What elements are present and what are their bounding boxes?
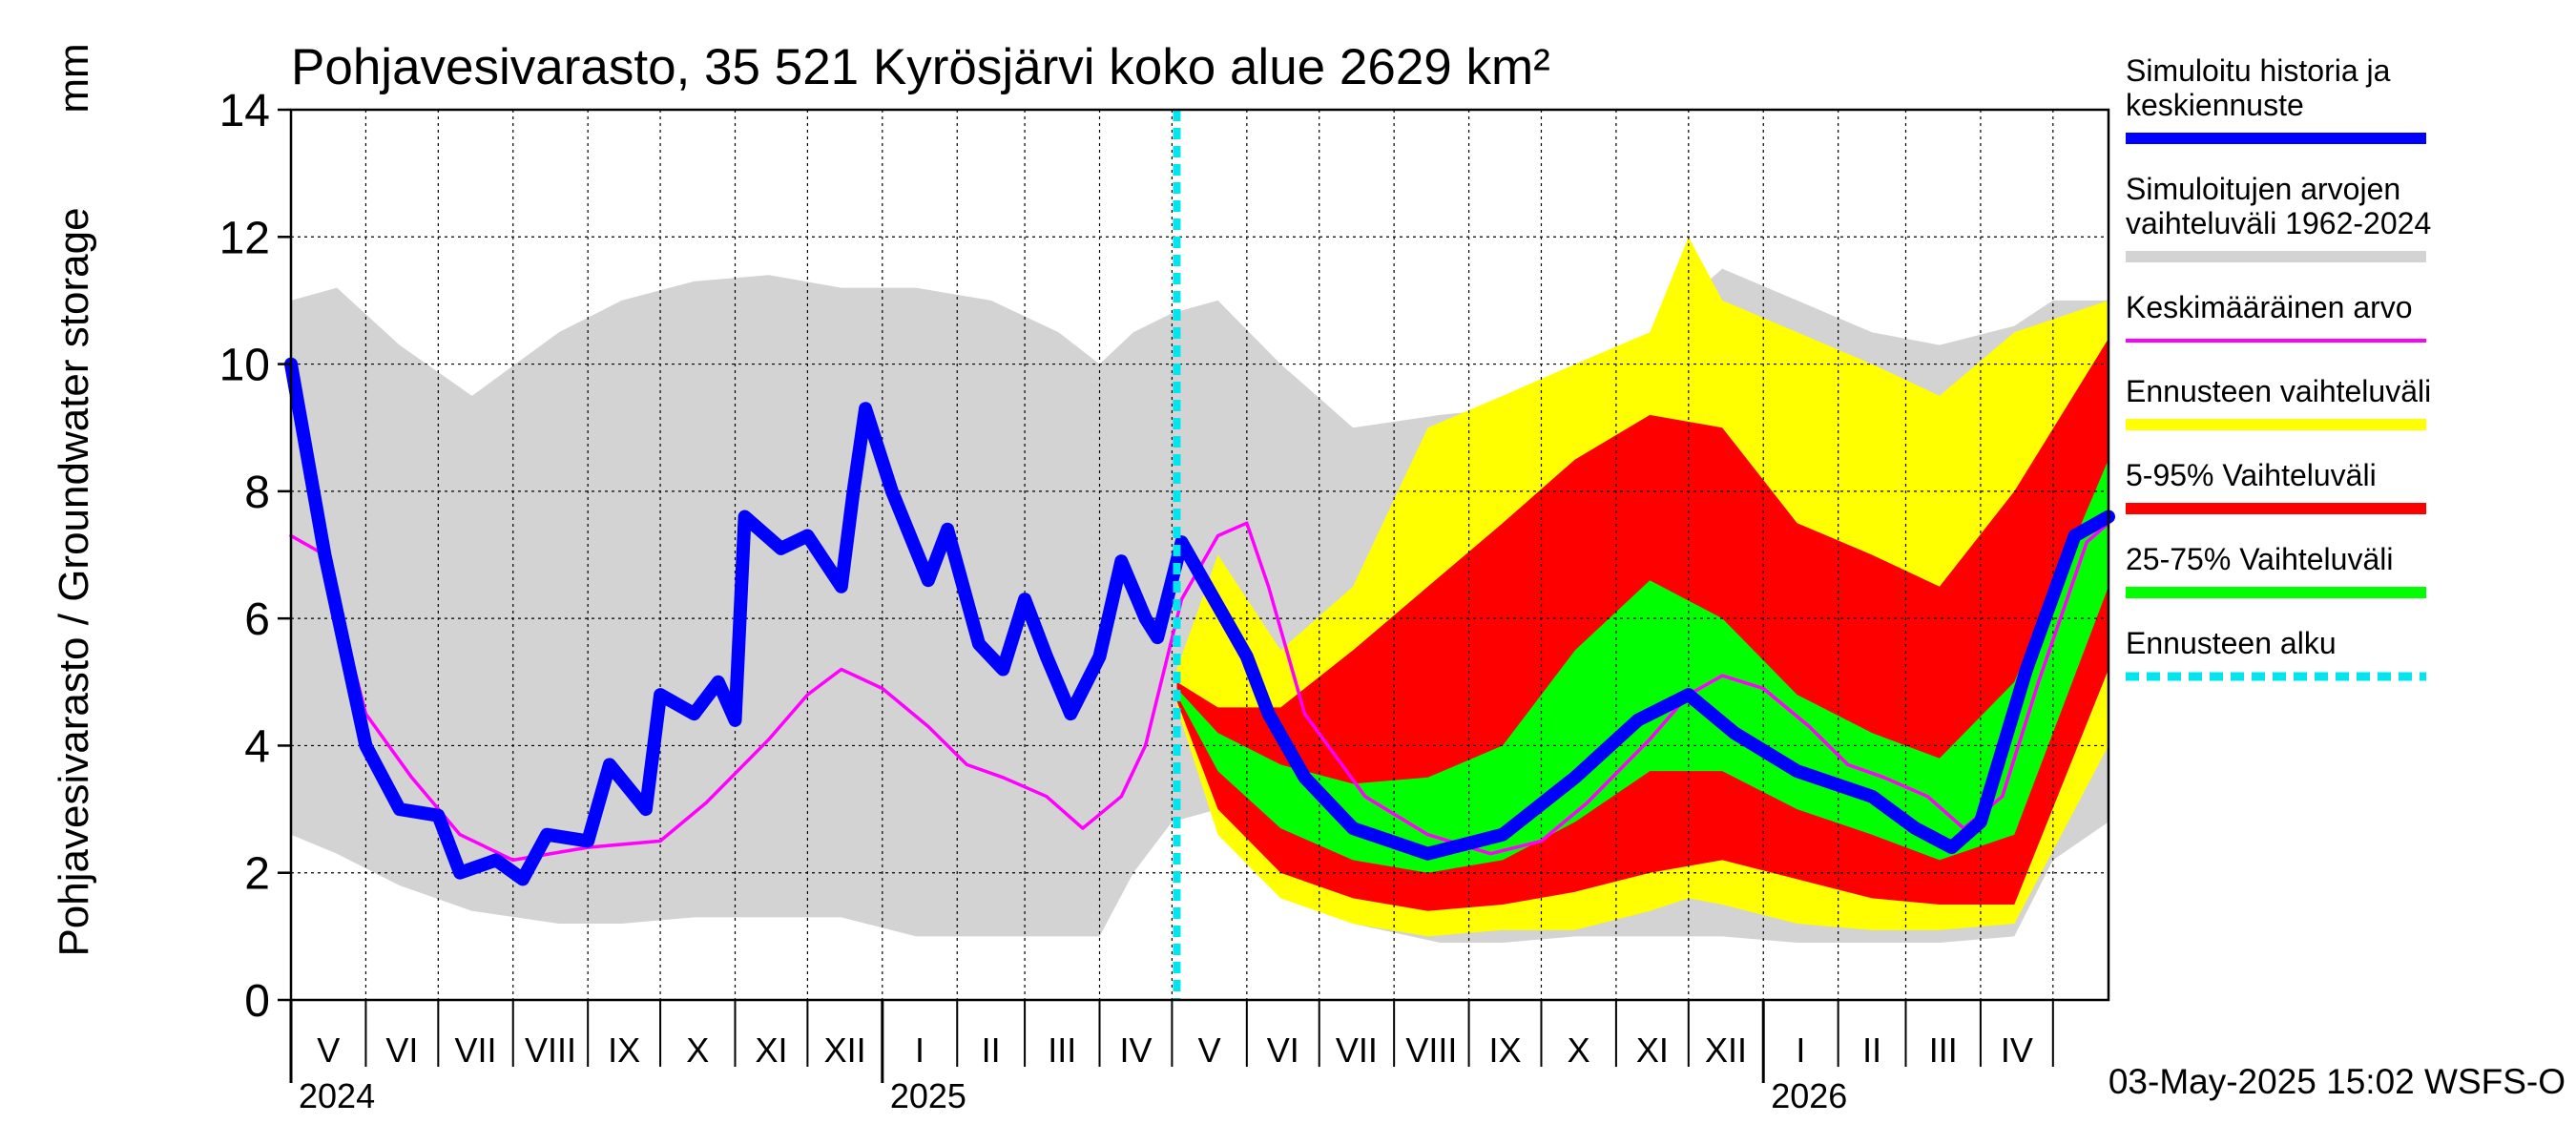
year-label: 2024: [299, 1076, 375, 1115]
month-label: XII: [824, 1030, 866, 1070]
y-tick-label: 2: [244, 849, 270, 900]
legend-label: Ennusteen alku: [2126, 626, 2337, 660]
legend-label: vaihteluväli 1962-2024: [2126, 206, 2431, 240]
month-label: X: [1568, 1030, 1590, 1070]
legend-label: Simuloitu historia ja: [2126, 53, 2391, 88]
series-line-1: [284, 357, 2115, 886]
month-label: VII: [1336, 1030, 1378, 1070]
legend-label: 5-95% Vaihteluväli: [2126, 458, 2377, 492]
month-label: VI: [1267, 1030, 1299, 1070]
series-line-2: [289, 521, 2110, 863]
y-tick-label: 4: [244, 721, 270, 772]
grid-layer: [291, 110, 2109, 1000]
y-tick-label: 8: [244, 468, 270, 518]
chart-title: Pohjavesivarasto, 35 521 Kyrösjärvi koko…: [291, 39, 1550, 95]
plot-frame: [289, 108, 2110, 1002]
month-label: III: [1048, 1030, 1076, 1070]
month-label: IV: [1119, 1030, 1152, 1070]
month-label: X: [686, 1030, 709, 1070]
legend-label: 25-75% Vaihteluväli: [2126, 542, 2393, 576]
legend-item-5: 5-95% Vaihteluväli: [2126, 458, 2426, 514]
legend-item-7: Ennusteen alku: [2126, 626, 2426, 681]
month-label: V: [1198, 1030, 1221, 1070]
month-label: II: [982, 1030, 1001, 1070]
y-axis-unit: mm: [51, 43, 97, 113]
legend-label: keskiennuste: [2126, 88, 2304, 122]
month-label: IX: [608, 1030, 640, 1070]
month-label: III: [1929, 1030, 1958, 1070]
legend-label: Simuloitujen arvojen: [2126, 172, 2400, 206]
month-label: VI: [385, 1030, 418, 1070]
month-label: VII: [455, 1030, 497, 1070]
month-label: II: [1862, 1030, 1881, 1070]
bands-layer: [291, 237, 2109, 944]
y-tick-label: 0: [244, 976, 270, 1027]
legend-label: Keskimääräinen arvo: [2126, 290, 2413, 324]
timestamp-label: 03-May-2025 15:02 WSFS-O: [2109, 1062, 2566, 1101]
month-label: I: [1796, 1030, 1805, 1070]
legend-item-3: Keskimääräinen arvo: [2126, 290, 2426, 343]
y-tick-label: 10: [219, 341, 270, 391]
month-label: XI: [1636, 1030, 1669, 1070]
month-label: XII: [1705, 1030, 1747, 1070]
month-label: I: [915, 1030, 924, 1070]
month-label: XI: [755, 1030, 787, 1070]
month-label: IV: [2001, 1030, 2033, 1070]
year-label: 2026: [1771, 1076, 1847, 1115]
legend-label: Ennusteen vaihteluväli: [2126, 374, 2431, 408]
series-layer: [284, 110, 2115, 1000]
month-label: IX: [1489, 1030, 1522, 1070]
month-label: VIII: [525, 1030, 576, 1070]
y-tick-label: 14: [219, 86, 270, 136]
band-4: [1176, 459, 2109, 873]
month-label: VIII: [1405, 1030, 1457, 1070]
legend-item-4: Ennusteen vaihteluväli: [2126, 374, 2431, 430]
legend-item-6: 25-75% Vaihteluväli: [2126, 542, 2426, 598]
y-tick-label: 6: [244, 594, 270, 645]
y-axis-label: Pohjavesivarasto / Groundwater storage: [51, 207, 97, 956]
legend-layer: Simuloitu historia jakeskiennusteSimuloi…: [2126, 53, 2431, 681]
year-label: 2025: [890, 1076, 966, 1115]
month-label: V: [317, 1030, 340, 1070]
y-tick-label: 12: [219, 213, 270, 263]
